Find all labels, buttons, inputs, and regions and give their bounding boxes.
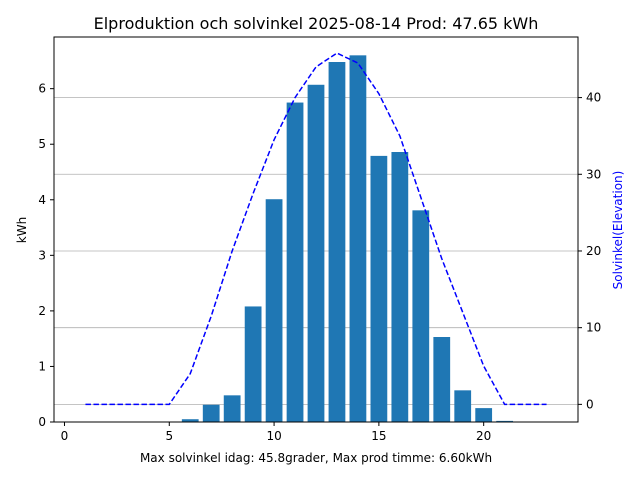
bar-hour-12	[307, 84, 325, 423]
x-axis: 0 5 10 15 20	[61, 422, 491, 443]
bar-hour-16	[391, 152, 409, 422]
y2-tick-label-20: 20	[586, 244, 601, 258]
bar-hour-10	[265, 199, 283, 422]
y2-tick-label-10: 10	[586, 321, 601, 335]
bar-hour-11	[286, 102, 304, 423]
bars-layer	[181, 55, 514, 423]
x-tick-label-0: 0	[61, 429, 69, 443]
bar-hour-21	[496, 420, 514, 422]
y2-tick-label-40: 40	[586, 91, 601, 105]
y2-tick-label-30: 30	[586, 167, 601, 181]
y-tick-label-4: 4	[38, 193, 46, 207]
plot-frame	[53, 36, 579, 423]
y-axis-left: 0 1 2 3 4 5 6	[38, 82, 54, 429]
x-axis-label: Max solvinkel idag: 45.8grader, Max prod…	[140, 451, 492, 465]
x-tick-label-5: 5	[165, 429, 173, 443]
bar-hour-9	[244, 306, 262, 422]
y2-axis-label: Solvinkel(Elevation)	[611, 171, 625, 290]
x-tick-label-20: 20	[476, 429, 491, 443]
bar-hour-14	[349, 55, 367, 422]
y-axis-label: kWh	[15, 217, 29, 243]
y2-tick-label-0: 0	[586, 397, 594, 411]
y-axis-right: 0 10 20 30 40	[578, 91, 601, 411]
bar-hour-15	[370, 155, 388, 422]
y-tick-label-2: 2	[38, 304, 46, 318]
bar-hour-18	[433, 337, 451, 422]
y-tick-label-0: 0	[38, 415, 46, 429]
bar-hour-17	[412, 210, 430, 422]
y-tick-label-1: 1	[38, 359, 46, 373]
bar-hour-8	[223, 395, 241, 422]
x-tick-label-15: 15	[371, 429, 386, 443]
elevation-line-layer	[85, 52, 547, 406]
y-tick-label-5: 5	[38, 137, 46, 151]
bar-hour-7	[202, 404, 220, 422]
elevation-line	[85, 52, 547, 406]
x-tick-label-10: 10	[266, 429, 281, 443]
y-tick-label-3: 3	[38, 248, 46, 262]
bar-hour-13	[328, 62, 346, 422]
y-tick-label-6: 6	[38, 82, 46, 96]
chart-title: Elproduktion och solvinkel 2025-08-14 Pr…	[94, 14, 539, 33]
bar-hour-6	[181, 419, 199, 422]
bar-hour-20	[475, 408, 493, 422]
bar-hour-19	[454, 390, 472, 422]
